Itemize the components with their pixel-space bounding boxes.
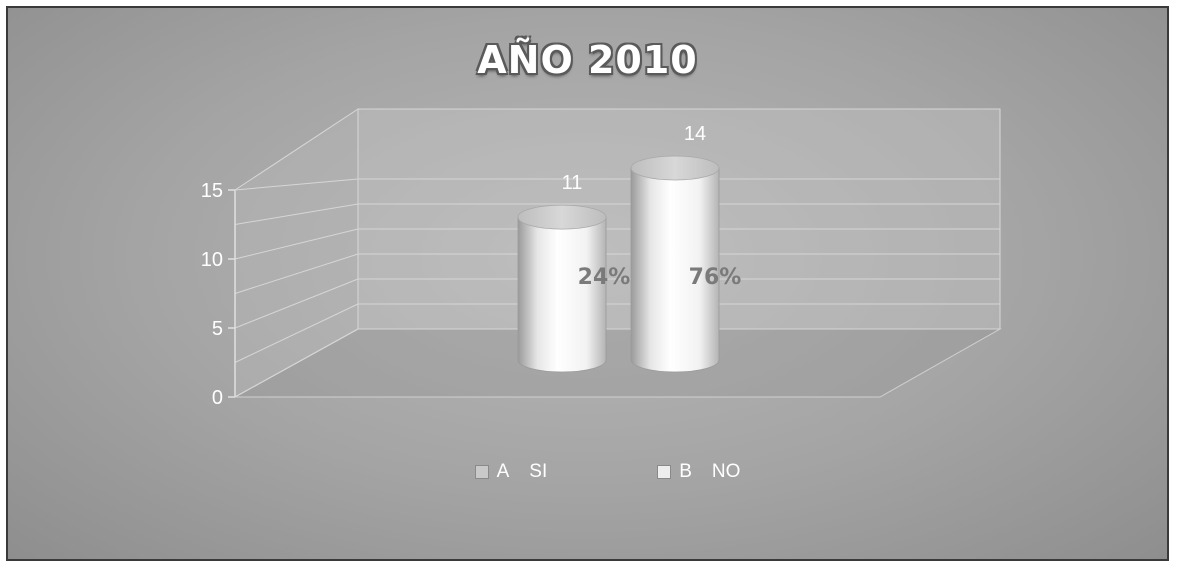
data-label-value: 14 [684,123,706,145]
y-tick-label: 0 [212,387,223,409]
gridline [234,278,359,329]
y-tick-label: 10 [201,249,223,271]
legend-label: SI [529,461,548,482]
data-label-percent: 76% [689,265,742,290]
legend-key: B [679,461,692,482]
y-tick-label: 15 [201,180,223,202]
legend-key: A [496,461,510,482]
plot-area: 0 5 10 15 11 24% 14 76% [201,108,1002,409]
legend-item-no: B NO [657,461,740,483]
gridline [234,203,359,225]
cylinder-top [517,204,607,230]
legend-swatch-no [657,465,672,479]
gridline [234,178,359,191]
plot-walls [234,108,1002,398]
legend-swatch-si [474,465,489,479]
bar-B: 14 76% [630,123,742,373]
cylinder-body [630,167,720,373]
gridline [234,253,359,294]
gridline [234,228,359,260]
legend-label: NO [711,461,741,482]
bars: 11 24% 14 76% [517,123,742,373]
legend: A SI B NO [8,461,1167,483]
y-tick-label: 5 [212,318,223,340]
chart-title: AÑO 2010 [477,38,698,82]
data-label-value: 11 [562,172,583,194]
y-axis: 0 5 10 15 [201,180,236,409]
bar-A: 11 24% [517,172,631,373]
chart-area: AÑO 2010 0 5 10 15 11 2 [6,6,1169,561]
floor [234,328,1002,398]
gridline [234,328,359,398]
cylinder-body [517,216,607,373]
gridline [234,303,359,363]
data-label-percent: 24% [578,265,631,290]
legend-item-si: A SI [474,461,548,483]
cylinder-top [630,155,720,181]
